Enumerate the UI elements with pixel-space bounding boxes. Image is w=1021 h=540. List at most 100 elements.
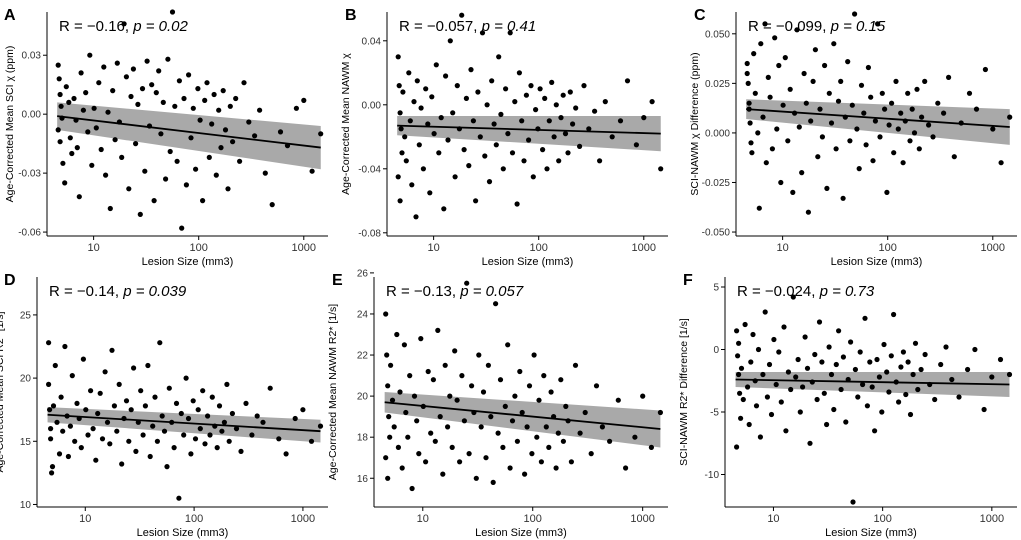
data-point (209, 121, 215, 127)
data-point (190, 398, 196, 404)
data-point (523, 92, 530, 98)
data-point (748, 140, 754, 146)
data-point (771, 336, 777, 343)
confidence-band (57, 102, 321, 170)
data-point (903, 391, 909, 398)
y-tick-label: 5 (713, 283, 719, 294)
data-point (486, 179, 493, 185)
data-point (910, 371, 916, 378)
data-point (172, 103, 178, 109)
data-point (433, 62, 439, 68)
data-point (58, 394, 64, 400)
data-point (473, 475, 479, 481)
data-point (200, 198, 206, 204)
data-point (847, 138, 853, 144)
data-point (195, 86, 201, 92)
data-point (570, 121, 576, 127)
data-point (780, 102, 786, 108)
data-point (262, 170, 268, 176)
data-point (220, 88, 226, 94)
data-point (399, 465, 405, 471)
data-point (868, 94, 874, 100)
data-point (943, 344, 949, 350)
data-point (519, 409, 525, 416)
data-point (526, 137, 532, 143)
data-point (66, 99, 72, 105)
data-point (805, 209, 812, 215)
data-point (858, 82, 865, 88)
panel-letter: A (4, 7, 16, 24)
data-point (110, 88, 116, 94)
data-point (781, 324, 787, 330)
data-point (542, 95, 548, 101)
data-point (787, 86, 793, 92)
data-point (123, 398, 130, 404)
data-point (478, 424, 484, 430)
panel-letter: C (694, 7, 706, 24)
data-point (755, 346, 762, 353)
data-point (267, 385, 273, 391)
y-axis-label: Age-Corrected Mean NAWM R2* [1/s] (327, 304, 339, 481)
data-point (206, 154, 212, 160)
data-point (459, 373, 465, 379)
data-point (914, 86, 920, 92)
data-point (207, 432, 213, 438)
data-point (389, 397, 396, 403)
data-point (442, 362, 448, 368)
data-point (926, 122, 932, 128)
x-axis-label: Lesion Size (mm3) (137, 527, 229, 539)
y-axis-label: SCI-NAWM χ Difference (ppm) (689, 52, 701, 195)
data-point (435, 327, 441, 333)
data-point (905, 90, 911, 96)
data-point (757, 434, 764, 440)
data-point (188, 451, 194, 457)
data-point (72, 438, 78, 444)
data-point (522, 471, 528, 477)
y-tick-label: -0.06 (18, 228, 41, 239)
data-point (941, 110, 947, 116)
data-point (982, 66, 989, 73)
x-axis-label: Lesion Size (mm3) (825, 527, 917, 539)
data-point (225, 186, 231, 192)
annotation-r: R = −0.16, (59, 18, 133, 35)
data-point (308, 438, 315, 444)
data-point (509, 150, 516, 156)
data-point (418, 105, 424, 111)
data-point (482, 153, 488, 159)
data-point (746, 100, 752, 106)
data-point (854, 126, 860, 132)
data-point (882, 106, 888, 112)
data-point (450, 110, 456, 116)
data-point (85, 129, 91, 135)
data-point (776, 62, 782, 69)
data-point (861, 110, 867, 116)
data-point (597, 158, 603, 164)
data-point (989, 374, 995, 380)
annotation-p: p = 0.73 (819, 283, 875, 300)
data-point (74, 400, 80, 406)
data-point (807, 440, 813, 446)
data-point (831, 406, 837, 413)
data-point (502, 403, 508, 409)
data-point (423, 86, 429, 92)
data-point (509, 418, 516, 424)
data-point (624, 78, 631, 84)
data-point (751, 51, 757, 57)
data-point (197, 426, 203, 432)
data-point (197, 117, 203, 123)
data-point (411, 393, 418, 399)
data-point (157, 340, 163, 346)
data-point (760, 371, 766, 378)
data-point (778, 399, 784, 405)
y-tick-label: -0.08 (358, 228, 381, 239)
data-point (48, 436, 54, 442)
data-point (886, 122, 892, 128)
data-point (74, 145, 80, 151)
data-point (56, 451, 63, 457)
data-point (193, 166, 199, 172)
data-point (469, 383, 475, 389)
data-point (154, 438, 160, 444)
data-point (387, 434, 393, 440)
data-point (183, 375, 189, 381)
